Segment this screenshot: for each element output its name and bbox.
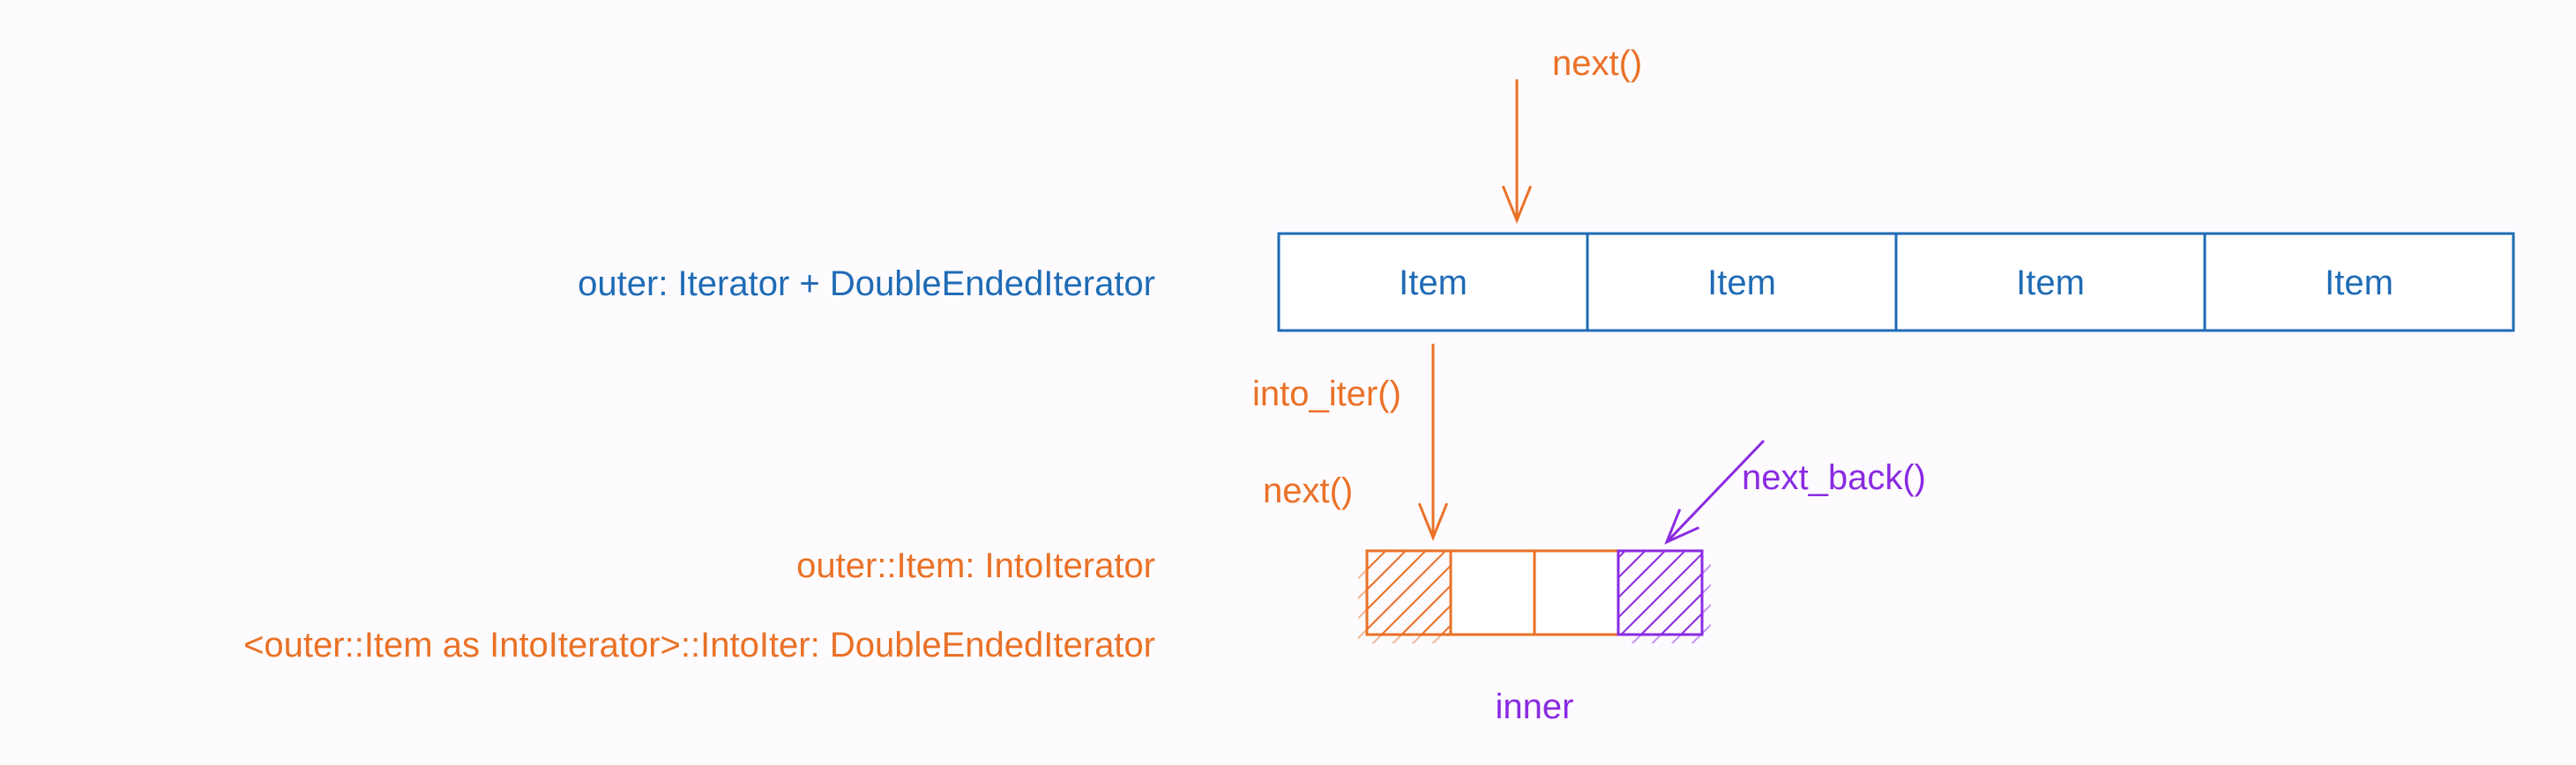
next-back-label: next_back() bbox=[1742, 458, 1926, 497]
next-inner-label: next() bbox=[1263, 472, 1353, 510]
diagram-canvas: next() outer: Iterator + DoubleEndedIter… bbox=[0, 0, 2576, 765]
inner-cell bbox=[1367, 551, 1451, 635]
outer-cell-label: Item bbox=[1399, 264, 1467, 302]
outer-cell-label: Item bbox=[2016, 264, 2085, 302]
outer-cell-label: Item bbox=[1707, 264, 1776, 302]
inner-label: inner bbox=[1496, 687, 1574, 726]
outer-row-label: outer: Iterator + DoubleEndedIterator bbox=[578, 264, 1155, 303]
inner-row bbox=[1367, 551, 1702, 635]
into-iter-label: into_iter() bbox=[1252, 375, 1401, 413]
outer-row: Item Item Item Item bbox=[1279, 234, 2513, 331]
inner-cell bbox=[1451, 551, 1534, 635]
outer-cell-label: Item bbox=[2325, 264, 2393, 302]
next-top-label: next() bbox=[1552, 44, 1642, 83]
next-top-arrow bbox=[1503, 79, 1530, 220]
into-iter-arrow bbox=[1419, 344, 1446, 538]
inner-cell bbox=[1534, 551, 1618, 635]
annotation-double-ended: <outer::Item as IntoIterator>::IntoIter:… bbox=[243, 626, 1155, 665]
inner-cell bbox=[1618, 551, 1702, 635]
annotation-into-iterator: outer::Item: IntoIterator bbox=[796, 546, 1155, 585]
